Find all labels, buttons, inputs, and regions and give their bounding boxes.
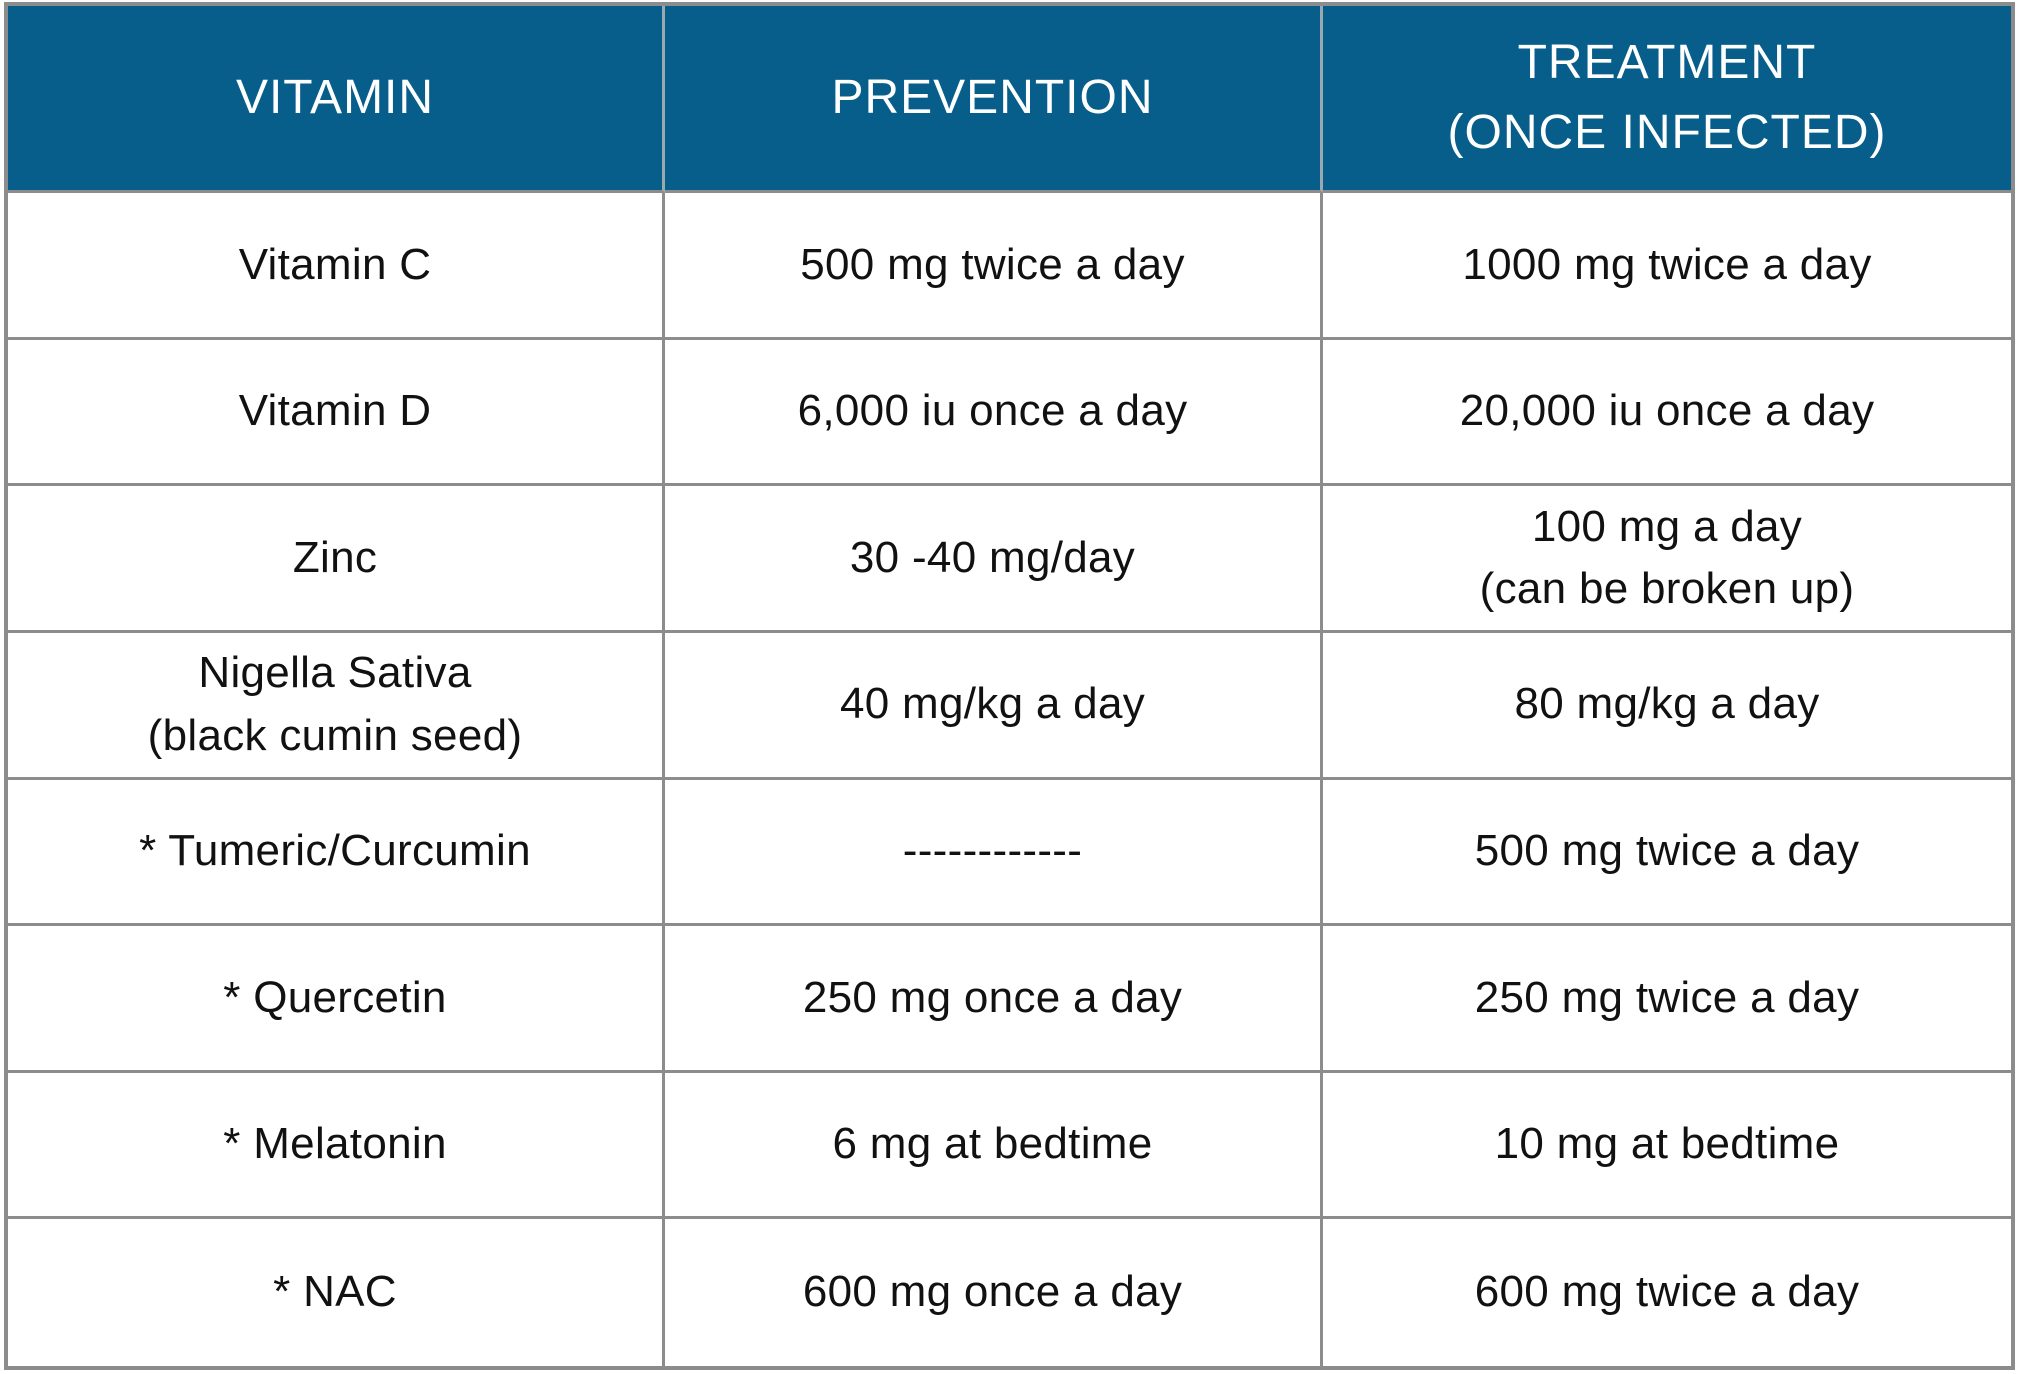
vitamin-text: * NAC xyxy=(273,1267,397,1317)
prevention-text: 6 mg at bedtime xyxy=(832,1119,1153,1169)
header-treatment: TREATMENT (ONCE INFECTED) xyxy=(1323,6,2011,193)
dosage-table: VITAMIN PREVENTION TREATMENT (ONCE INFEC… xyxy=(4,2,2015,1370)
treatment-text: (can be broken up) xyxy=(1479,564,1855,614)
vitamin-text: Vitamin D xyxy=(238,386,432,436)
table-cell-prevention: 6 mg at bedtime xyxy=(665,1072,1323,1220)
vitamin-text: Zinc xyxy=(292,532,378,582)
treatment-text: 100 mg a day xyxy=(1531,501,1803,551)
treatment-text: 80 mg/kg a day xyxy=(1514,679,1820,729)
prevention-text: 40 mg/kg a day xyxy=(839,679,1146,729)
treatment-text: 20,000 iu once a day xyxy=(1459,386,1875,436)
header-treatment-label: TREATMENT xyxy=(1517,36,1817,90)
table-cell-prevention: 600 mg once a day xyxy=(665,1219,1323,1366)
table-cell-vitamin: Zinc xyxy=(8,486,665,633)
header-vitamin-label: VITAMIN xyxy=(235,71,435,125)
table-cell-treatment: 600 mg twice a day xyxy=(1323,1219,2011,1366)
table-cell-treatment: 80 mg/kg a day xyxy=(1323,633,2011,780)
table-cell-treatment: 100 mg a day (can be broken up) xyxy=(1323,486,2011,633)
prevention-text: 6,000 iu once a day xyxy=(797,386,1188,436)
vitamin-text: Vitamin C xyxy=(238,239,432,289)
prevention-text: ------------ xyxy=(902,826,1083,876)
prevention-text: 30 -40 mg/day xyxy=(849,532,1136,582)
table-cell-treatment: 250 mg twice a day xyxy=(1323,926,2011,1073)
prevention-text: 250 mg once a day xyxy=(802,972,1183,1022)
treatment-text: 250 mg twice a day xyxy=(1474,972,1860,1022)
table-cell-treatment: 10 mg at bedtime xyxy=(1323,1073,2011,1220)
table-cell-prevention: 250 mg once a day xyxy=(665,926,1323,1073)
vitamin-text: * Quercetin xyxy=(223,972,447,1022)
table-cell-vitamin: Nigella Sativa (black cumin seed) xyxy=(8,632,665,780)
table-cell-vitamin: * Quercetin xyxy=(8,926,665,1073)
table-cell-vitamin: Vitamin D xyxy=(8,339,665,487)
table-cell-prevention: 500 mg twice a day xyxy=(665,193,1323,340)
vitamin-text: * Melatonin xyxy=(223,1119,447,1169)
table-cell-prevention: 30 -40 mg/day xyxy=(665,486,1323,633)
vitamin-text: (black cumin seed) xyxy=(147,710,523,760)
vitamin-text: * Tumeric/Curcumin xyxy=(139,826,531,876)
prevention-text: 600 mg once a day xyxy=(802,1267,1183,1317)
table-cell-prevention: ------------ xyxy=(665,779,1323,927)
table-cell-treatment: 1000 mg twice a day xyxy=(1323,193,2011,340)
header-prevention: PREVENTION xyxy=(665,6,1323,193)
header-prevention-label: PREVENTION xyxy=(831,71,1154,125)
table-cell-vitamin: * Melatonin xyxy=(8,1072,665,1220)
treatment-text: 600 mg twice a day xyxy=(1474,1267,1860,1317)
table-cell-vitamin: * NAC xyxy=(8,1219,665,1366)
table-cell-treatment: 500 mg twice a day xyxy=(1323,780,2011,927)
prevention-text: 500 mg twice a day xyxy=(800,239,1185,289)
header-treatment-sublabel: (ONCE INFECTED) xyxy=(1447,106,1887,159)
treatment-text: 1000 mg twice a day xyxy=(1462,239,1872,289)
table-cell-vitamin: Vitamin C xyxy=(8,193,665,340)
table-cell-prevention: 40 mg/kg a day xyxy=(665,632,1323,780)
table-cell-vitamin: * Tumeric/Curcumin xyxy=(8,779,665,927)
table-cell-prevention: 6,000 iu once a day xyxy=(665,339,1323,487)
table-cell-treatment: 20,000 iu once a day xyxy=(1323,340,2011,487)
treatment-text: 500 mg twice a day xyxy=(1474,826,1860,876)
header-vitamin: VITAMIN xyxy=(8,6,665,193)
vitamin-text: Nigella Sativa xyxy=(198,648,472,698)
treatment-text: 10 mg at bedtime xyxy=(1494,1119,1840,1169)
